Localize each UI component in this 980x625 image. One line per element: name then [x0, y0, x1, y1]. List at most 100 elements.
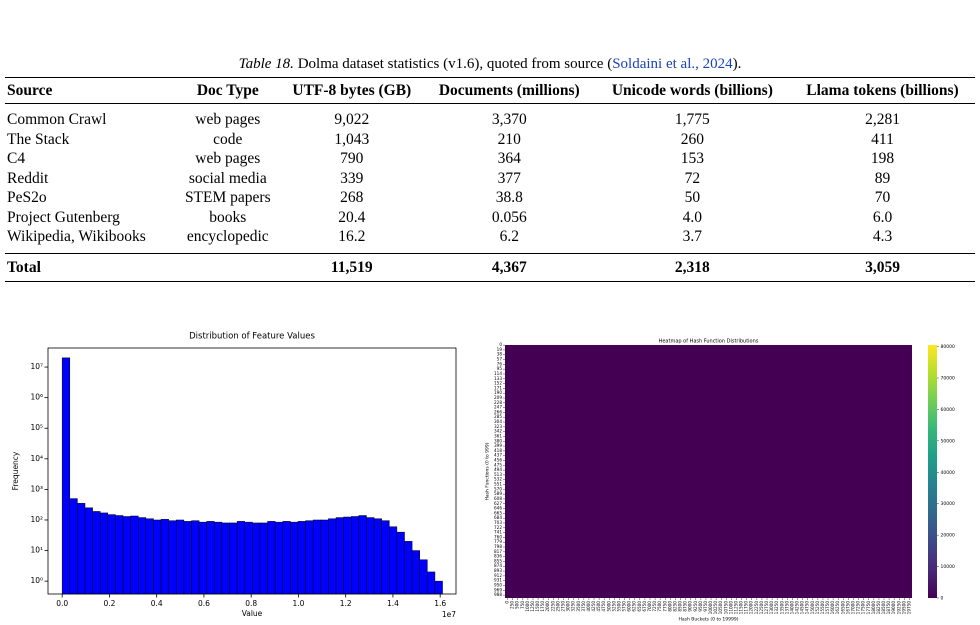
y-tick-label: 228	[494, 400, 502, 405]
y-tick-label: 10²	[30, 515, 43, 524]
column-header: Unicode words (billions)	[594, 77, 791, 104]
bar	[358, 515, 367, 595]
x-tick-label: 5250	[611, 601, 616, 612]
column-header: Source	[5, 77, 176, 104]
bar	[69, 498, 78, 595]
x-tick-label: 17250	[856, 601, 861, 615]
bar	[206, 521, 215, 595]
bar	[373, 518, 382, 595]
table-cell: 4.0	[682, 208, 703, 226]
x-tick-label: 17000	[850, 601, 855, 615]
table-cell: 6.0	[872, 208, 893, 226]
y-tick-label: 209	[494, 395, 502, 400]
y-tick-label: 893	[494, 568, 502, 573]
x-tick-label: 2000	[545, 601, 550, 612]
y-tick-label: 665	[494, 510, 502, 515]
x-tick-label: 500	[515, 601, 520, 609]
x-tick-label: 5000	[606, 601, 611, 612]
x-tick-label: 2500	[555, 601, 560, 612]
table-cell	[175, 252, 280, 282]
table-cell: 70	[874, 189, 891, 207]
table-cell: PeS2o	[7, 189, 47, 207]
table-cell: 89	[874, 169, 891, 187]
y-tick-label: 57	[497, 357, 503, 362]
column-header: UTF-8 bytes (GB)	[279, 77, 424, 104]
x-tick-label: 13750	[784, 601, 789, 615]
y-tick-label: 304	[494, 419, 502, 424]
x-tick-label: 6750	[642, 601, 647, 612]
table-cell: 6.2	[499, 228, 519, 246]
table-cell: code	[213, 130, 243, 148]
table-cell: Total	[5, 252, 176, 282]
bar	[381, 520, 390, 595]
x-tick-label: 4750	[601, 601, 606, 612]
y-tick-label: 589	[494, 491, 502, 496]
bar	[191, 520, 200, 595]
y-tick-label: 133	[494, 376, 502, 381]
y-tick-label: 760	[494, 534, 502, 539]
x-tick-label: 4250	[591, 601, 596, 612]
y-tick-label: 456	[494, 457, 502, 462]
heatmap-cells	[505, 345, 912, 598]
table-row: Wikipedia, Wikibooks encyclopedic 16.2 6.2 3…	[5, 227, 975, 253]
chart-title: Heatmap of Hash Function Distributions	[659, 339, 759, 345]
bar	[274, 521, 284, 595]
x-tick-label: 12750	[764, 601, 769, 615]
y-tick-label: 399	[494, 443, 502, 448]
bar	[297, 521, 306, 595]
table-cell: social media	[188, 169, 267, 187]
colorbar-tick-label: 40000	[941, 470, 955, 476]
bar	[259, 522, 268, 595]
x-tick-label: 11000	[728, 601, 733, 615]
x-tick-label: 13250	[774, 601, 779, 615]
x-tick-label: 1500	[535, 601, 540, 612]
bar	[107, 514, 116, 595]
bar	[183, 521, 192, 595]
x-tick-label: 17750	[866, 601, 871, 615]
table-cell: encyclopedic	[186, 228, 269, 246]
table-cell: 153	[680, 150, 704, 168]
bar	[229, 522, 238, 595]
table-cell: 3.7	[682, 228, 703, 246]
table-cell: 9,022	[334, 111, 370, 129]
x-tick-label: 16000	[830, 601, 835, 615]
colorbar-tick-label: 80000	[941, 344, 955, 350]
x-tick-label: 16250	[835, 601, 840, 615]
x-tick-label: 250	[510, 601, 515, 609]
x-tick-label: 3750	[581, 601, 586, 612]
table-cell: Project Gutenberg	[7, 208, 120, 226]
bar	[92, 511, 101, 595]
total-row: Total 11,519 4,367 2,318 3,059	[5, 252, 975, 282]
column-header: Llama tokens (billions)	[790, 77, 975, 104]
y-axis-label: Hash Functions (0 to 999)	[485, 442, 491, 500]
bar	[160, 519, 169, 595]
table-cell: 377	[497, 169, 521, 187]
colorbar-tick-label: 50000	[941, 438, 955, 444]
x-tick-label: 19000	[891, 601, 896, 615]
x-axis-label: Hash Buckets (0 to 19999)	[678, 617, 738, 623]
table-cell: 3,370	[491, 111, 527, 129]
x-tick-label: 1750	[540, 601, 545, 612]
y-tick-label: 190	[494, 390, 502, 395]
y-tick-label: 10⁶	[30, 393, 43, 402]
column-header: Doc Type	[175, 77, 280, 104]
y-tick-label: 114	[494, 371, 502, 376]
table-cell: 4,367	[423, 252, 595, 282]
bar	[335, 517, 344, 595]
x-tick-label: 14750	[805, 601, 810, 615]
x-tick-label: 10500	[718, 601, 723, 615]
y-tick-label: 513	[494, 472, 502, 477]
y-tick-label: 10³	[30, 484, 43, 493]
table-cell: STEM papers	[184, 189, 271, 207]
table-row: Reddit social media 339 377 72 89	[5, 169, 975, 189]
bar	[198, 521, 207, 595]
x-tick-label: 7000	[647, 601, 652, 612]
x-tick-label: 10250	[713, 601, 718, 615]
bar	[145, 518, 154, 595]
x-tick-label: 1.6	[434, 599, 446, 608]
citation-link[interactable]: Soldaini et al., 2024	[612, 56, 733, 72]
x-tick-label: 11750	[744, 601, 749, 615]
x-tick-label: 750	[520, 601, 525, 609]
